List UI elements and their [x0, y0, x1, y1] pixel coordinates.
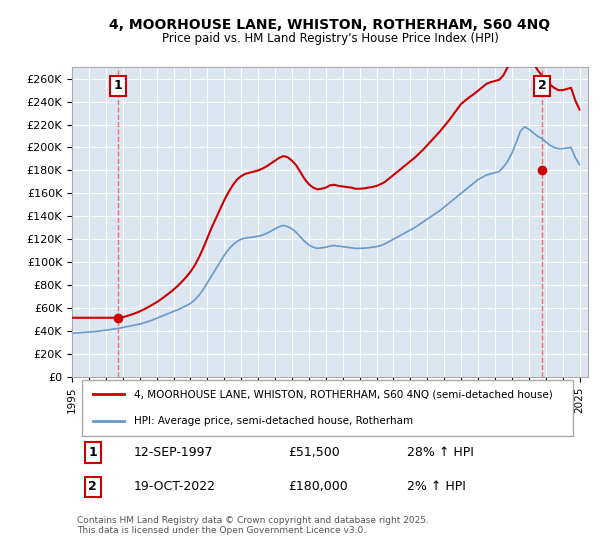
- Text: 2% ↑ HPI: 2% ↑ HPI: [407, 480, 466, 493]
- Text: 1: 1: [88, 446, 97, 459]
- Text: 4, MOORHOUSE LANE, WHISTON, ROTHERHAM, S60 4NQ: 4, MOORHOUSE LANE, WHISTON, ROTHERHAM, S…: [109, 18, 551, 32]
- Text: 2: 2: [88, 480, 97, 493]
- Text: 2: 2: [538, 80, 547, 92]
- Text: HPI: Average price, semi-detached house, Rotherham: HPI: Average price, semi-detached house,…: [134, 417, 413, 426]
- Text: 28% ↑ HPI: 28% ↑ HPI: [407, 446, 474, 459]
- Text: 19-OCT-2022: 19-OCT-2022: [134, 480, 216, 493]
- Text: £180,000: £180,000: [289, 480, 349, 493]
- Text: £51,500: £51,500: [289, 446, 340, 459]
- Text: 4, MOORHOUSE LANE, WHISTON, ROTHERHAM, S60 4NQ (semi-detached house): 4, MOORHOUSE LANE, WHISTON, ROTHERHAM, S…: [134, 389, 553, 399]
- FancyBboxPatch shape: [82, 380, 572, 436]
- Text: 1: 1: [113, 80, 122, 92]
- Text: 12-SEP-1997: 12-SEP-1997: [134, 446, 214, 459]
- Text: Price paid vs. HM Land Registry's House Price Index (HPI): Price paid vs. HM Land Registry's House …: [161, 31, 499, 45]
- Text: Contains HM Land Registry data © Crown copyright and database right 2025.
This d: Contains HM Land Registry data © Crown c…: [77, 516, 429, 535]
